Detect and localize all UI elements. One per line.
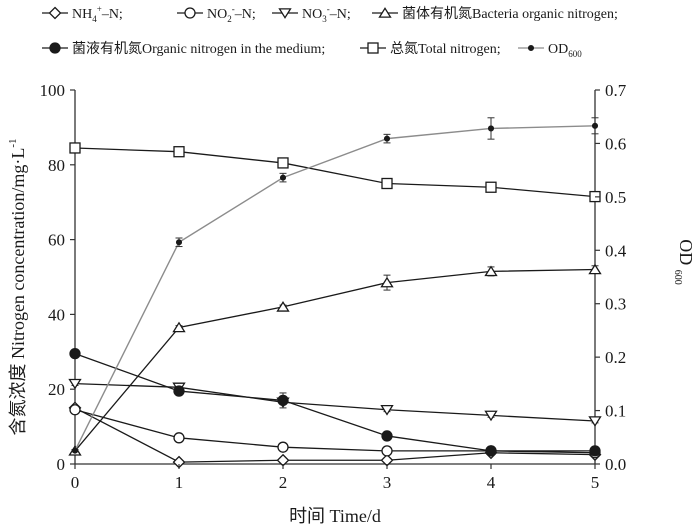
legend-swatch-marker [367,42,379,54]
y-tick-label: 80 [48,156,65,175]
series-nh4 [68,401,602,469]
series-od600 [71,117,599,454]
series-line-total [74,147,596,198]
data-point-total [173,146,185,158]
series-medium [69,348,601,457]
legend-swatch-marker [49,42,61,54]
axes [74,90,596,465]
data-point-od600 [487,125,495,132]
y2-tick-label: 0.3 [605,295,626,314]
data-point-medium [277,394,289,407]
y2-tick-label: 0.0 [605,455,626,474]
data-point-bacteria [484,265,498,277]
data-point-no3 [588,416,602,427]
y2-tick-label: 0.6 [605,134,626,153]
legend-item-medium: 菌液有机氮Organic nitrogen in the medium; [42,41,325,57]
legend-swatch-marker [527,44,535,52]
series-line-od600 [74,125,596,451]
data-point-od600 [71,447,79,454]
data-point-od600 [175,239,183,246]
series-line-nh4 [74,407,596,463]
series-bacteria [68,263,602,456]
x-tick-label: 1 [175,473,184,492]
data-point-total [69,142,81,154]
data-point-bacteria [380,276,394,288]
legend-item-total: 总氮Total nitrogen; [360,41,501,57]
data-point-medium [485,445,497,457]
x-tick-label: 5 [591,473,600,492]
x-tick-label: 2 [279,473,288,492]
series-line-medium [74,353,595,452]
data-point-bacteria [172,321,186,333]
data-point-medium [381,430,393,442]
legend-swatch-marker [378,7,392,18]
x-tick-label: 4 [487,473,496,492]
legend-item-od600: OD600 [518,42,582,59]
series-line-bacteria [74,268,596,452]
y2-axis-title: OD 600 [672,239,696,285]
y2-tick-label: 0.5 [605,188,626,207]
data-point-no2 [69,404,81,416]
data-point-od600 [383,135,391,142]
legend-item-no3: NO3-–N; [272,4,351,24]
data-point-od600 [279,174,287,181]
data-point-total [485,181,497,193]
y2-tick-label: 0.7 [605,81,627,100]
data-point-no3 [380,404,394,416]
series-line-no3 [74,382,596,422]
legend-swatch-marker [278,8,292,19]
legend-label: NO2-–N; [207,4,256,24]
legend-label: 总氮Total nitrogen; [390,41,501,57]
y-tick-label: 20 [48,380,65,399]
data-point-od600 [591,122,599,129]
legend-label: 菌液有机氮Organic nitrogen in the medium; [72,41,325,57]
y2-tick-label: 0.1 [605,402,626,421]
legend-label: NO3-–N; [302,4,351,24]
data-point-medium [69,348,81,360]
x-axis-title: 时间 Time/d [289,506,381,526]
data-point-total [277,157,289,169]
legend-swatch-marker [184,7,196,19]
legend-label: NH4+–N; [72,4,123,24]
data-point-no2 [381,445,393,457]
data-point-no3 [68,378,82,390]
x-tick-label: 0 [71,473,80,492]
data-point-medium [173,385,185,397]
y-axis-title: 含氮浓度 Nitrogen concentration/mg·L-1 [7,138,28,435]
series-no2 [69,404,601,459]
data-point-bacteria [588,263,602,275]
y-tick-label: 0 [57,455,66,474]
legend-item-nh4: NH4+–N; [42,4,123,24]
data-point-bacteria [276,301,290,312]
series-total [69,142,601,203]
data-point-medium [589,445,601,457]
legend-item-bacteria: 菌体有机氮Bacteria organic nitrogen; [372,6,618,22]
legend: NH4+–N; NO2-–N; NO3-–N; 菌体有机氮Bacteria organ… [42,4,618,59]
legend-label: OD600 [548,42,582,59]
y-tick-label: 100 [40,81,66,100]
x-tick-label: 3 [383,473,392,492]
series-layer [68,117,602,469]
legend-swatch-marker [48,6,62,20]
data-point-no2 [277,441,289,453]
axis-titles: 时间 Time/d 含氮浓度 Nitrogen concentration/mg·… [7,138,696,526]
data-point-no3 [484,410,498,422]
tick-layer: 0 1 2 3 4 5 0 20 40 60 80 100 0.0 0.1 0.2 0.3 0.4 0.5 0.6 0… [40,81,627,492]
legend-label: 菌体有机氮Bacteria organic nitrogen; [402,6,618,22]
y-tick-label: 40 [48,305,65,324]
legend-item-no2: NO2-–N; [177,4,256,24]
y-tick-label: 60 [48,231,65,250]
y2-tick-label: 0.4 [605,241,627,260]
data-point-no2 [173,432,185,444]
data-point-total [381,177,393,190]
y2-tick-label: 0.2 [605,348,626,367]
